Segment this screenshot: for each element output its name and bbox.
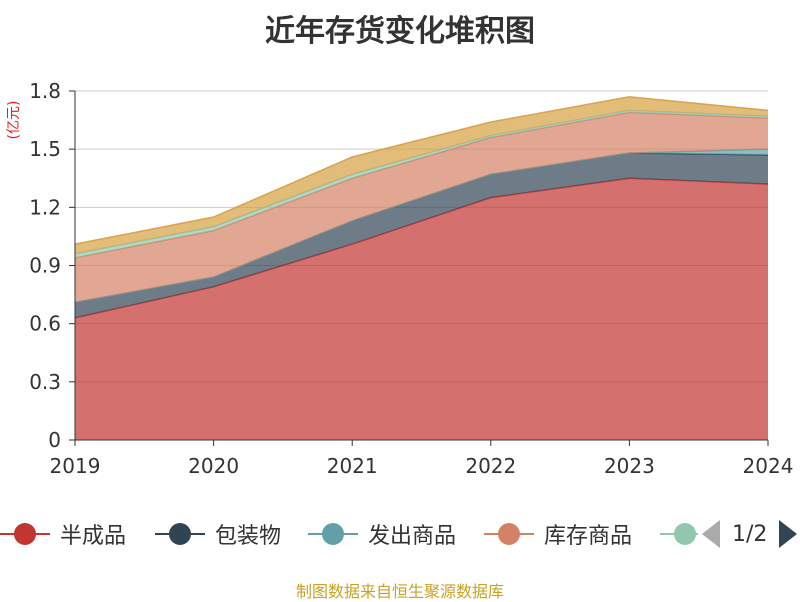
legend-item-3[interactable]: 库存商品 — [484, 516, 632, 552]
area-series-5 — [75, 96, 768, 254]
y-tick-label: 0.3 — [29, 370, 61, 394]
legend-label: 半成品 — [60, 524, 127, 549]
pager-next-icon[interactable] — [779, 520, 798, 548]
area-series-1 — [75, 153, 768, 318]
x-tick-label: 2023 — [604, 454, 655, 478]
legend-item-4-partial[interactable] — [660, 516, 720, 552]
y-tick-label: 0 — [48, 428, 61, 452]
legend-swatch-icon — [484, 522, 534, 546]
area-series-0 — [75, 178, 768, 440]
y-tick-label: 0.9 — [29, 254, 61, 278]
pager-prev-icon[interactable] — [702, 520, 720, 548]
legend-label: 包装物 — [215, 524, 282, 549]
x-tick-label: 2020 — [188, 454, 239, 478]
legend: 半成品 包装物 发出商品 库存商品 — [0, 516, 800, 552]
pager-text: 1/2 — [732, 521, 768, 547]
source-note: 制图数据来自恒生聚源数据库 — [295, 582, 504, 601]
y-tick-label: 0.6 — [29, 312, 61, 336]
legend-swatch-icon — [0, 522, 50, 546]
legend-item-0[interactable]: 半成品 — [0, 516, 126, 552]
legend-swatch-icon — [155, 522, 205, 546]
legend-item-1[interactable]: 包装物 — [155, 516, 281, 552]
legend-pager: 1/2 — [698, 516, 798, 552]
y-tick-label: 1.5 — [29, 137, 61, 161]
legend-swatch-icon — [660, 522, 710, 546]
line-series-5 — [74, 96, 769, 245]
legend-label: 库存商品 — [544, 524, 633, 549]
legend-label: 发出商品 — [368, 524, 457, 549]
chart-title: 近年存货变化堆积图 — [265, 14, 535, 49]
y-tick-label: 1.8 — [29, 79, 61, 103]
area-series-4 — [75, 110, 768, 258]
x-tick-label: 2024 — [743, 454, 794, 478]
y-tick-label: 1.2 — [29, 195, 61, 219]
x-tick-label: 2019 — [50, 454, 101, 478]
legend-swatch-icon — [308, 522, 358, 546]
x-tick-label: 2021 — [327, 454, 378, 478]
area-series-3 — [75, 112, 768, 303]
x-tick-label: 2022 — [465, 454, 516, 478]
legend-item-2[interactable]: 发出商品 — [308, 516, 456, 552]
